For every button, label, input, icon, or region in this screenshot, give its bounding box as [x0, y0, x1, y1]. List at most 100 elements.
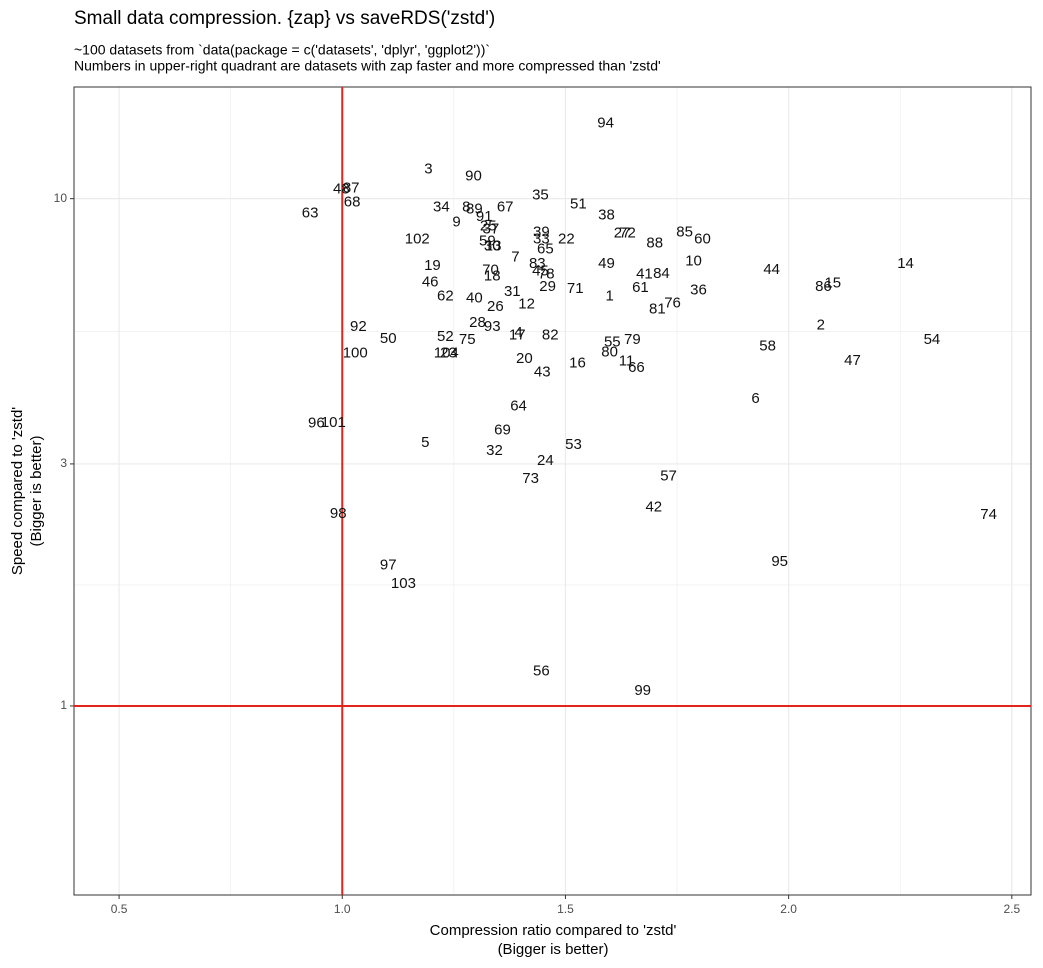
- point-label: 61: [632, 279, 649, 296]
- point-label: 9: [452, 214, 460, 231]
- point-label: 41: [636, 266, 653, 283]
- point-label: 15: [824, 275, 841, 292]
- point-label: 88: [646, 235, 663, 252]
- point-label: 54: [924, 331, 941, 348]
- point-label: 52: [437, 328, 454, 345]
- point-label: 85: [676, 224, 693, 241]
- point-label: 13: [485, 238, 502, 255]
- point-label: 48: [333, 181, 350, 198]
- point-label: 86: [815, 278, 832, 295]
- point-label: 98: [330, 505, 347, 522]
- point-label: 103: [391, 575, 416, 592]
- point-label: 101: [321, 414, 346, 431]
- point-label: 25: [480, 218, 497, 235]
- x-tick-label: 1.5: [557, 902, 574, 916]
- y-tick-label: 3: [60, 456, 67, 470]
- point-label: 34: [433, 199, 450, 216]
- point-label: 14: [897, 255, 914, 272]
- point-label: 45: [532, 263, 549, 280]
- point-label: 11: [619, 353, 635, 370]
- point-label: 104: [434, 345, 459, 362]
- point-label: 16: [569, 355, 586, 372]
- point-label: 24: [537, 452, 554, 469]
- point-label: 81: [649, 301, 666, 318]
- point-label: 94: [597, 115, 614, 132]
- point-label: 62: [437, 288, 454, 305]
- point-label: 31: [504, 283, 521, 300]
- subtitle: ~100 datasets from `data(package = c('da…: [74, 42, 490, 58]
- point-label: 65: [537, 241, 554, 258]
- point-label: 10: [685, 253, 702, 270]
- point-label: 18: [484, 268, 501, 285]
- point-label: 33: [533, 231, 550, 248]
- y-tick-label: 10: [54, 191, 68, 205]
- x-axis-title: (Bigger is better): [498, 941, 609, 958]
- point-label: 26: [487, 298, 504, 315]
- point-label: 97: [380, 557, 397, 574]
- y-axis-title: (Bigger is better): [28, 436, 45, 547]
- point-label: 50: [380, 330, 397, 347]
- point-label: 96: [308, 415, 325, 432]
- chart-title: Small data compression. {zap} vs saveRDS…: [74, 8, 495, 29]
- point-label: 73: [522, 470, 539, 487]
- point-label: 40: [466, 290, 483, 307]
- point-label: 83: [529, 255, 546, 272]
- point-label: 87: [343, 180, 360, 197]
- point-label: 42: [645, 499, 662, 516]
- plot-border: [73, 86, 1032, 896]
- point-label: 93: [484, 318, 501, 335]
- point-label: 8: [462, 199, 470, 216]
- point-label: 2: [817, 317, 825, 334]
- point-label: 22: [558, 231, 575, 248]
- point-label: 4: [514, 324, 522, 341]
- x-tick-label: 0.5: [111, 902, 128, 916]
- point-label: 84: [653, 265, 670, 282]
- point-label: 66: [628, 359, 645, 376]
- point-label: 6: [751, 390, 759, 407]
- point-label: 37: [483, 221, 500, 238]
- point-label: 30: [484, 238, 501, 255]
- point-label: 63: [302, 205, 319, 222]
- point-label: 55: [604, 334, 621, 351]
- point-label: 91: [476, 208, 493, 225]
- point-label: 76: [664, 295, 681, 312]
- point-label: 75: [459, 331, 476, 348]
- point-label: 44: [763, 261, 780, 278]
- point-label: 72: [619, 225, 636, 242]
- point-label: 70: [482, 262, 499, 279]
- point-label: 35: [532, 187, 549, 204]
- subtitle: Numbers in upper-right quadrant are data…: [74, 58, 661, 74]
- point-label: 19: [424, 257, 441, 274]
- point-label: 59: [479, 233, 496, 250]
- point-label: 71: [567, 280, 584, 297]
- point-label: 74: [980, 506, 997, 523]
- point-label: 7: [511, 249, 519, 266]
- point-label: 20: [516, 350, 533, 367]
- point-label: 39: [533, 224, 550, 241]
- point-label: 23: [440, 345, 457, 362]
- point-label: 78: [538, 266, 555, 283]
- point-label: 32: [486, 442, 503, 459]
- point-label: 92: [350, 318, 367, 335]
- point-label: 90: [465, 168, 482, 185]
- point-label: 56: [533, 662, 550, 679]
- point-label: 57: [660, 468, 677, 485]
- point-label: 27: [614, 225, 631, 242]
- point-label: 100: [343, 345, 368, 362]
- point-label: 58: [759, 338, 776, 355]
- point-label: 82: [542, 327, 559, 344]
- point-label: 3: [424, 161, 432, 178]
- point-label: 46: [422, 274, 439, 291]
- point-label: 53: [565, 436, 582, 453]
- point-label: 1: [605, 288, 613, 305]
- point-label: 95: [771, 553, 788, 570]
- point-label: 89: [466, 201, 483, 218]
- point-label: 67: [497, 199, 514, 216]
- point-label: 51: [570, 196, 587, 213]
- point-label: 12: [518, 296, 535, 313]
- x-tick-label: 1.0: [334, 902, 351, 916]
- point-label: 99: [634, 682, 651, 699]
